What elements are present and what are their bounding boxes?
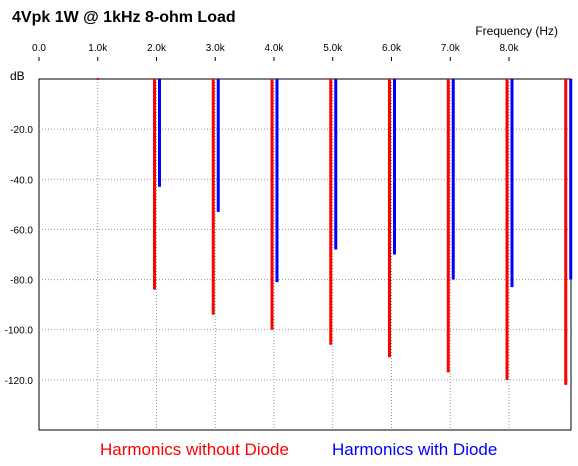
bar-without-diode bbox=[388, 79, 391, 358]
bar-without-diode bbox=[446, 79, 450, 373]
bar-with-diode bbox=[334, 79, 338, 250]
y-tick-label: -60.0 bbox=[10, 225, 33, 236]
bar-without-diode bbox=[96, 78, 99, 80]
x-tick-label: 3.0k bbox=[206, 43, 226, 54]
y-tick-label: -120.0 bbox=[5, 376, 34, 387]
y-tick-labels: -20.0 -40.0 -60.0 -80.0 -100.0 -120.0 bbox=[5, 125, 34, 387]
x-tick-label: 8.0k bbox=[500, 43, 520, 54]
y-tick-label: -80.0 bbox=[10, 276, 33, 287]
bar-without-diode bbox=[153, 79, 156, 290]
x-tick-label: 2.0k bbox=[147, 43, 167, 54]
plot-frame bbox=[38, 78, 572, 431]
x-tick-labels: 0.0 1.0k 2.0k 3.0k 4.0k 5.0k 6.0k 7.0k 8.0k bbox=[32, 43, 519, 61]
x-tick-label: 7.0k bbox=[441, 43, 461, 54]
plot-area bbox=[38, 78, 573, 431]
bar-with-diode bbox=[158, 79, 161, 187]
bar-without-diode bbox=[329, 79, 333, 345]
bar-without-diode bbox=[564, 79, 568, 385]
bar-with-diode bbox=[216, 79, 220, 212]
y-tick-label: -20.0 bbox=[10, 125, 33, 136]
legend-entry-without-diode: Harmonics without Diode bbox=[100, 440, 289, 459]
x-tick-label: 0.0 bbox=[32, 43, 46, 54]
bar-with-diode bbox=[569, 79, 573, 280]
legend-entry-with-diode: Harmonics with Diode bbox=[332, 440, 497, 459]
y-tick-label: -40.0 bbox=[10, 175, 33, 186]
bars bbox=[96, 78, 573, 385]
x-axis-label: Frequency (Hz) bbox=[475, 24, 558, 38]
x-tick-label: 5.0k bbox=[323, 43, 343, 54]
y-tick-label: -100.0 bbox=[5, 326, 34, 337]
x-tick-label: 4.0k bbox=[265, 43, 285, 54]
y-axis-label: dB bbox=[10, 69, 25, 83]
bar-with-diode bbox=[510, 79, 514, 288]
bar-with-diode bbox=[451, 79, 455, 280]
grid bbox=[39, 79, 571, 430]
bar-without-diode bbox=[270, 79, 274, 330]
x-tick-label: 1.0k bbox=[88, 43, 108, 54]
bar-with-diode bbox=[275, 79, 279, 283]
x-tick-label: 6.0k bbox=[382, 43, 402, 54]
bar-with-diode bbox=[393, 79, 396, 255]
chart-title: 4Vpk 1W @ 1kHz 8-ohm Load bbox=[12, 9, 236, 26]
bar-without-diode bbox=[505, 79, 509, 380]
bar-without-diode bbox=[211, 79, 215, 315]
